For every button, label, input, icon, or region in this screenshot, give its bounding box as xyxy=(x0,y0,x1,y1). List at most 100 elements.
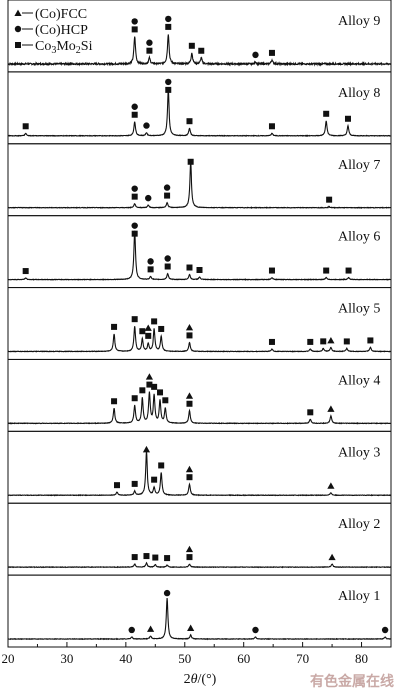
marker-square xyxy=(131,395,138,402)
marker-square xyxy=(326,196,333,203)
marker-square xyxy=(157,389,164,396)
marker-circle xyxy=(143,122,150,129)
marker-square xyxy=(268,267,275,274)
x-axis-label: 2θ/(°) xyxy=(184,672,217,687)
marker-square xyxy=(268,49,275,56)
marker-square xyxy=(151,318,158,325)
marker-triangle xyxy=(142,445,151,453)
marker-circle xyxy=(131,103,138,110)
panel-frame xyxy=(7,502,392,576)
marker-square xyxy=(22,268,29,275)
panel-2: Alloy 8 xyxy=(7,71,392,145)
marker-square xyxy=(307,338,314,345)
marker-circle xyxy=(131,222,138,229)
marker-circle xyxy=(165,78,172,86)
legend-square-icon xyxy=(15,42,21,48)
marker-circle xyxy=(146,39,153,46)
marker-square xyxy=(131,26,138,33)
panel-frame xyxy=(7,430,392,504)
marker-square xyxy=(307,409,314,416)
marker-square xyxy=(345,267,352,274)
marker-square xyxy=(186,264,193,271)
marker-square xyxy=(165,86,172,93)
marker-circle xyxy=(381,626,389,634)
marker-square xyxy=(323,110,330,117)
series-label: Alloy 1 xyxy=(338,589,380,604)
marker-circle xyxy=(163,589,171,597)
xrd-trace xyxy=(7,561,392,569)
marker-square xyxy=(146,381,153,388)
x-tick-label: 20 xyxy=(2,651,15,666)
marker-square xyxy=(164,263,171,270)
marker-square xyxy=(198,47,205,54)
legend-circle-icon xyxy=(14,25,22,33)
xrd-trace xyxy=(7,597,392,641)
series-label: Alloy 9 xyxy=(338,14,380,29)
marker-triangle xyxy=(328,553,336,561)
marker-circle xyxy=(145,194,152,202)
x-tick-label: 80 xyxy=(355,651,368,666)
marker-square xyxy=(152,554,159,561)
marker-square xyxy=(320,338,327,345)
marker-triangle xyxy=(187,624,195,631)
marker-square xyxy=(151,476,158,483)
marker-square xyxy=(186,400,193,407)
marker-square xyxy=(186,554,193,561)
panel-7: Alloy 3 xyxy=(7,430,392,504)
marker-square xyxy=(131,193,138,200)
marker-square xyxy=(162,397,169,404)
marker-triangle xyxy=(327,482,335,489)
xrd-trace xyxy=(7,89,392,138)
xrd-trace xyxy=(7,34,392,67)
legend-label: Co3Mo2Si xyxy=(35,39,93,56)
marker-circle xyxy=(252,626,259,634)
marker-square xyxy=(143,553,150,560)
marker-square xyxy=(186,118,193,125)
marker-square xyxy=(131,111,138,118)
marker-circle xyxy=(165,15,172,23)
marker-triangle xyxy=(327,336,335,344)
xrd-trace xyxy=(7,161,392,209)
marker-triangle xyxy=(146,625,155,632)
watermark-text: 有色金属在线 xyxy=(310,673,394,690)
marker-square xyxy=(165,23,172,30)
series-label: Alloy 7 xyxy=(338,158,380,173)
marker-square xyxy=(268,123,275,130)
xrd-trace xyxy=(7,391,392,425)
marker-square xyxy=(139,328,146,335)
marker-square xyxy=(114,482,121,489)
panel-9: Alloy 1 xyxy=(7,574,392,648)
marker-square xyxy=(139,387,146,394)
marker-circle xyxy=(131,185,138,192)
marker-triangle xyxy=(145,373,154,380)
marker-square xyxy=(186,474,193,481)
panel-3: Alloy 7 xyxy=(7,143,392,217)
marker-circle xyxy=(131,18,138,25)
marker-circle xyxy=(252,51,259,59)
series-label: Alloy 4 xyxy=(338,373,380,388)
marker-square xyxy=(187,158,194,165)
marker-square xyxy=(367,337,374,344)
xrd-trace xyxy=(7,230,392,281)
x-tick-label: 50 xyxy=(178,651,191,666)
panel-4: Alloy 6 xyxy=(7,215,392,289)
marker-square xyxy=(131,316,138,323)
x-tick-label: 60 xyxy=(237,651,250,666)
panel-frame xyxy=(7,71,392,145)
marker-square xyxy=(111,323,118,330)
marker-circle xyxy=(147,258,154,265)
marker-square xyxy=(268,338,275,345)
panel-8: Alloy 2 xyxy=(7,502,392,576)
series-label: Alloy 8 xyxy=(338,86,380,101)
series-label: Alloy 2 xyxy=(338,517,380,532)
marker-square xyxy=(146,47,153,54)
xrd-trace xyxy=(7,326,392,353)
marker-square xyxy=(196,267,203,274)
marker-square xyxy=(343,338,350,345)
marker-square xyxy=(158,325,165,332)
marker-triangle xyxy=(185,392,194,399)
marker-square xyxy=(131,480,138,487)
